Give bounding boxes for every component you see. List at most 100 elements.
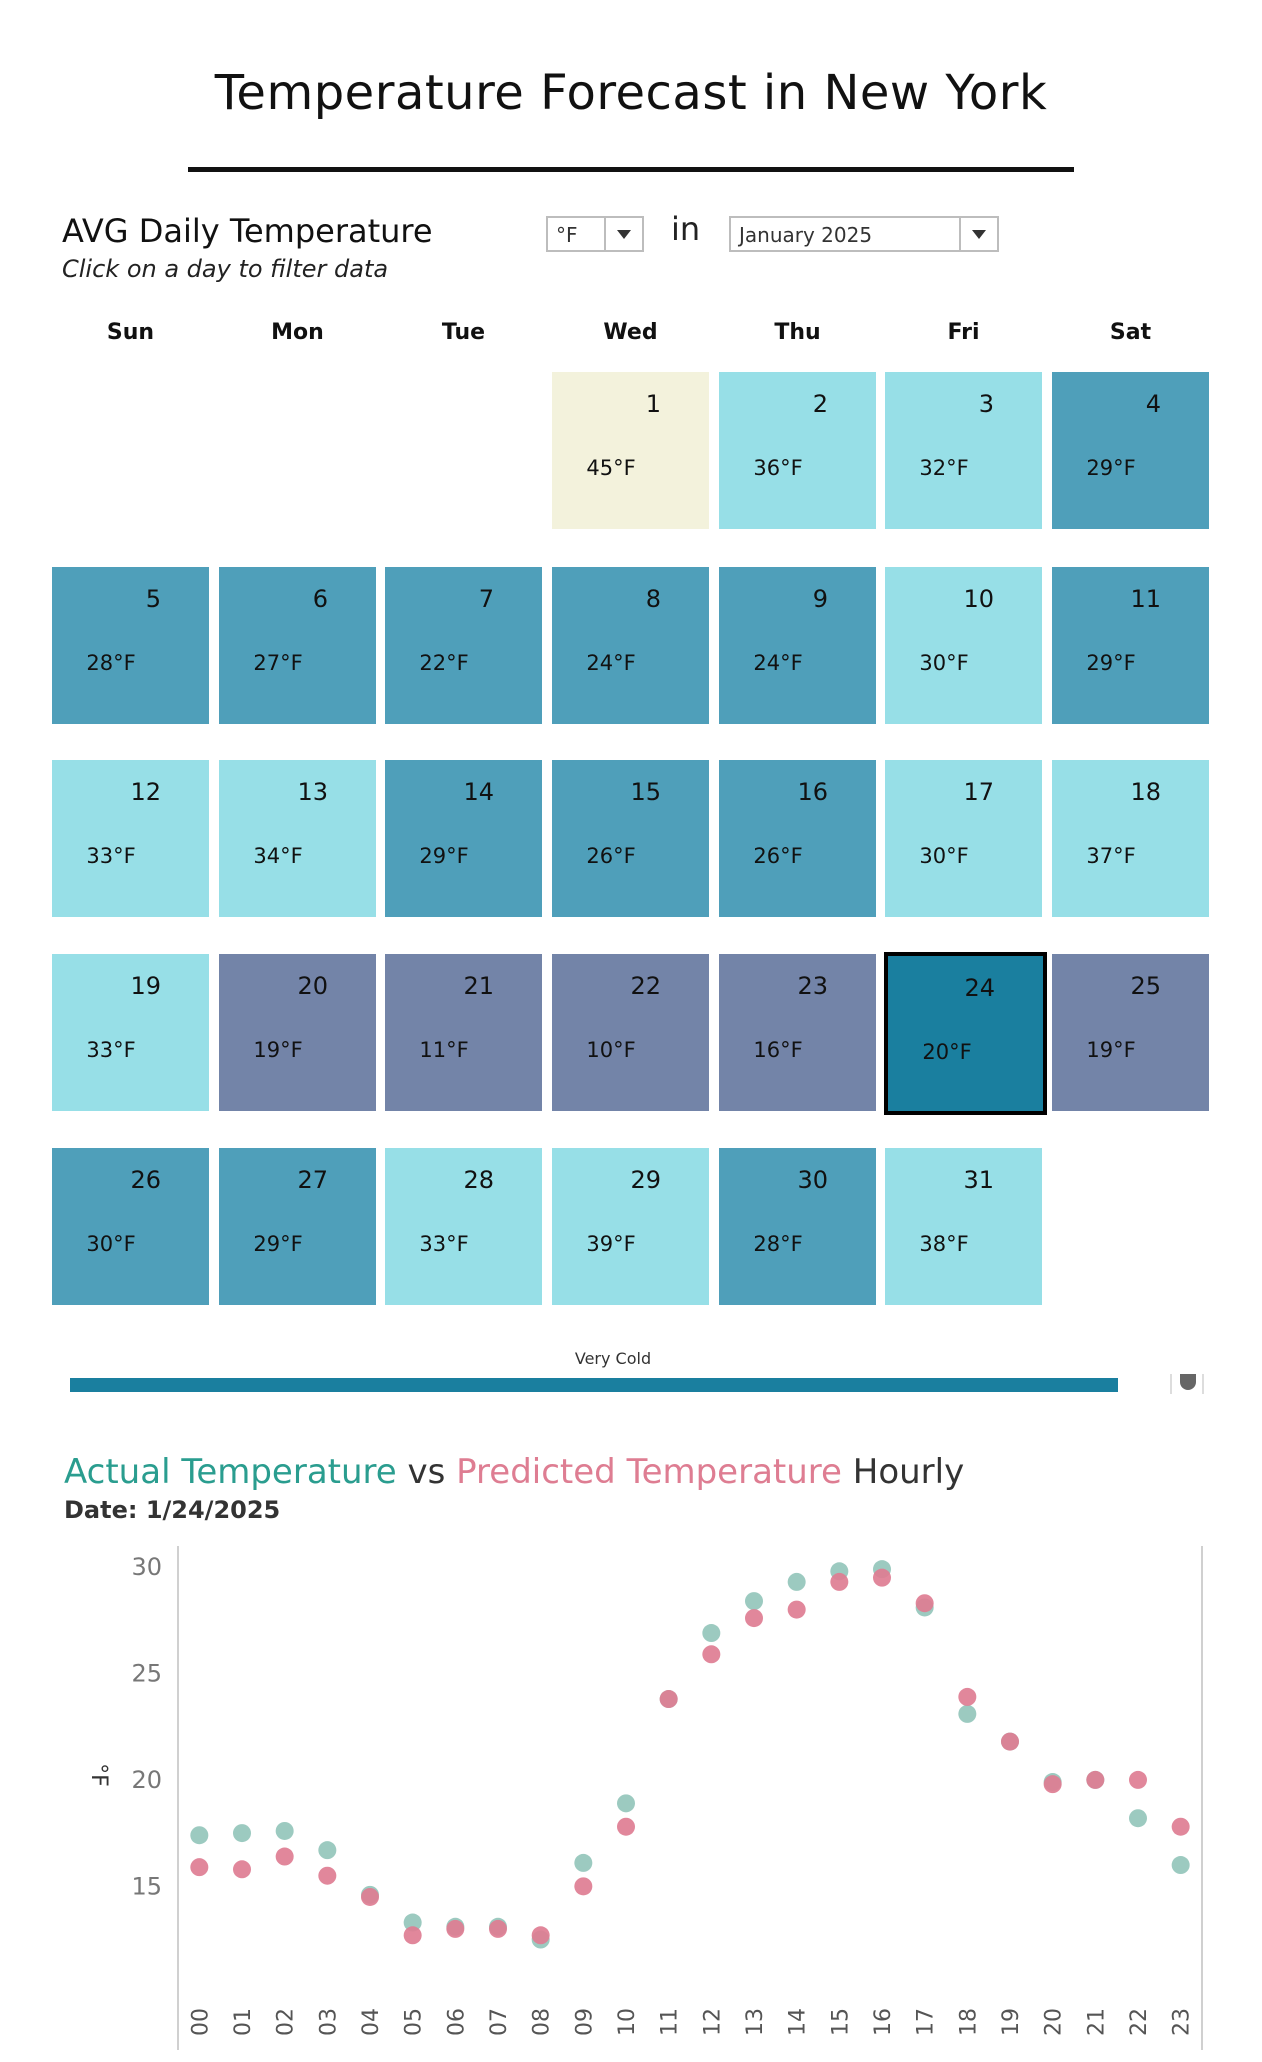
day-number: 8 bbox=[645, 585, 661, 613]
calendar-day-12[interactable]: 12 33°F bbox=[52, 760, 209, 917]
calendar-day-27[interactable]: 27 29°F bbox=[219, 1148, 376, 1305]
calendar-day-31[interactable]: 31 38°F bbox=[885, 1148, 1042, 1305]
actual-temp-point bbox=[190, 1826, 209, 1845]
day-avg-temp: 27°F bbox=[253, 651, 303, 675]
calendar-day-29[interactable]: 29 39°F bbox=[552, 1148, 709, 1305]
x-tick-label: 18 bbox=[956, 2008, 981, 2036]
month-dropdown-button[interactable] bbox=[959, 218, 997, 250]
x-tick-label: 17 bbox=[914, 2008, 939, 2036]
calendar-day-4[interactable]: 4 29°F bbox=[1052, 372, 1209, 529]
calendar-day-23[interactable]: 23 16°F bbox=[719, 954, 876, 1111]
calendar-day-2[interactable]: 2 36°F bbox=[719, 372, 876, 529]
day-avg-temp: 30°F bbox=[919, 651, 969, 675]
calendar-day-5[interactable]: 5 28°F bbox=[52, 567, 209, 724]
predicted-temp-point bbox=[617, 1817, 635, 1836]
x-tick-label: 06 bbox=[444, 2008, 469, 2036]
day-number: 11 bbox=[1130, 585, 1161, 613]
predicted-temp-point bbox=[531, 1926, 550, 1945]
actual-temp-point bbox=[617, 1794, 635, 1813]
x-tick-label: 22 bbox=[1127, 2008, 1152, 2036]
calendar-day-19[interactable]: 19 33°F bbox=[52, 954, 209, 1111]
in-label: in bbox=[671, 210, 701, 248]
predicted-temp-point bbox=[787, 1600, 806, 1619]
day-number: 16 bbox=[797, 778, 828, 806]
day-avg-temp: 33°F bbox=[86, 1038, 136, 1062]
day-number: 19 bbox=[130, 972, 161, 1000]
day-avg-temp: 33°F bbox=[419, 1232, 469, 1256]
day-avg-temp: 19°F bbox=[1086, 1038, 1136, 1062]
calendar-day-7[interactable]: 7 22°F bbox=[385, 567, 542, 724]
day-avg-temp: 32°F bbox=[919, 456, 969, 480]
actual-temp-point bbox=[275, 1821, 294, 1840]
predicted-temp-point bbox=[318, 1866, 337, 1885]
calendar-day-16[interactable]: 16 26°F bbox=[719, 760, 876, 917]
calendar-day-13[interactable]: 13 34°F bbox=[219, 760, 376, 917]
day-avg-temp: 29°F bbox=[1086, 651, 1136, 675]
x-tick-label: 03 bbox=[316, 2008, 341, 2036]
calendar-day-28[interactable]: 28 33°F bbox=[385, 1148, 542, 1305]
calendar-day-14[interactable]: 14 29°F bbox=[385, 760, 542, 917]
x-tick-label: 08 bbox=[530, 2008, 555, 2036]
unit-dropdown[interactable]: °F bbox=[546, 216, 644, 252]
day-number: 14 bbox=[463, 778, 494, 806]
predicted-temp-point bbox=[958, 1687, 977, 1706]
x-tick-label: 16 bbox=[871, 2008, 896, 2036]
weekday-header: Sat bbox=[1109, 320, 1152, 345]
day-avg-temp: 24°F bbox=[753, 651, 803, 675]
day-avg-temp: 33°F bbox=[86, 844, 136, 868]
day-number: 28 bbox=[463, 1166, 494, 1194]
day-avg-temp: 22°F bbox=[419, 651, 469, 675]
predicted-temp-point bbox=[915, 1594, 934, 1613]
day-number: 9 bbox=[812, 585, 828, 613]
calendar-day-18[interactable]: 18 37°F bbox=[1052, 760, 1209, 917]
x-tick-label: 04 bbox=[359, 2008, 384, 2036]
day-number: 31 bbox=[963, 1166, 994, 1194]
day-avg-temp: 30°F bbox=[919, 844, 969, 868]
legend-slider-handle[interactable] bbox=[1180, 1374, 1196, 1390]
calendar-day-24[interactable]: 24 20°F bbox=[884, 952, 1047, 1115]
predicted-temp-point bbox=[745, 1609, 763, 1628]
day-number: 27 bbox=[297, 1166, 328, 1194]
chevron-down-icon bbox=[617, 229, 631, 239]
calendar-day-26[interactable]: 26 30°F bbox=[52, 1148, 209, 1305]
calendar-day-6[interactable]: 6 27°F bbox=[219, 567, 376, 724]
day-avg-temp: 34°F bbox=[253, 844, 303, 868]
month-dropdown[interactable]: January 2025 bbox=[729, 216, 999, 252]
unit-dropdown-value: °F bbox=[556, 223, 578, 247]
calendar-day-21[interactable]: 21 11°F bbox=[385, 954, 542, 1111]
calendar-day-3[interactable]: 3 32°F bbox=[885, 372, 1042, 529]
weekday-header: Wed bbox=[603, 320, 658, 345]
day-avg-temp: 10°F bbox=[586, 1038, 636, 1062]
weekday-header: Thu bbox=[774, 320, 821, 345]
x-tick-label: 15 bbox=[828, 2008, 853, 2036]
calendar-day-30[interactable]: 30 28°F bbox=[719, 1148, 876, 1305]
legend-slider-track[interactable] bbox=[1170, 1374, 1204, 1394]
y-tick-label: 25 bbox=[131, 1659, 162, 1687]
predicted-temp-point bbox=[659, 1690, 678, 1709]
day-avg-temp: 29°F bbox=[1086, 456, 1136, 480]
actual-temp-point bbox=[233, 1824, 251, 1843]
x-tick-label: 14 bbox=[786, 2008, 811, 2036]
predicted-temp-point bbox=[1129, 1770, 1147, 1789]
actual-temp-point bbox=[574, 1853, 593, 1872]
calendar-day-1[interactable]: 1 45°F bbox=[552, 372, 709, 529]
calendar-day-22[interactable]: 22 10°F bbox=[552, 954, 709, 1111]
calendar-day-17[interactable]: 17 30°F bbox=[885, 760, 1042, 917]
day-number: 20 bbox=[297, 972, 328, 1000]
weekday-header: Sun bbox=[106, 320, 155, 345]
calendar-day-11[interactable]: 11 29°F bbox=[1052, 567, 1209, 724]
legend-label: Very Cold bbox=[574, 1349, 652, 1368]
x-tick-label: 00 bbox=[188, 2008, 213, 2036]
calendar-day-15[interactable]: 15 26°F bbox=[552, 760, 709, 917]
day-number: 7 bbox=[478, 585, 494, 613]
calendar-day-8[interactable]: 8 24°F bbox=[552, 567, 709, 724]
day-number: 21 bbox=[463, 972, 494, 1000]
calendar-day-10[interactable]: 10 30°F bbox=[885, 567, 1042, 724]
unit-dropdown-button[interactable] bbox=[604, 218, 642, 250]
calendar-day-25[interactable]: 25 19°F bbox=[1052, 954, 1209, 1111]
calendar-day-20[interactable]: 20 19°F bbox=[219, 954, 376, 1111]
calendar-heading: AVG Daily Temperature bbox=[62, 212, 433, 250]
day-avg-temp: 28°F bbox=[753, 1232, 803, 1256]
calendar-day-9[interactable]: 9 24°F bbox=[719, 567, 876, 724]
chart-title-hourly: Hourly bbox=[841, 1452, 965, 1492]
